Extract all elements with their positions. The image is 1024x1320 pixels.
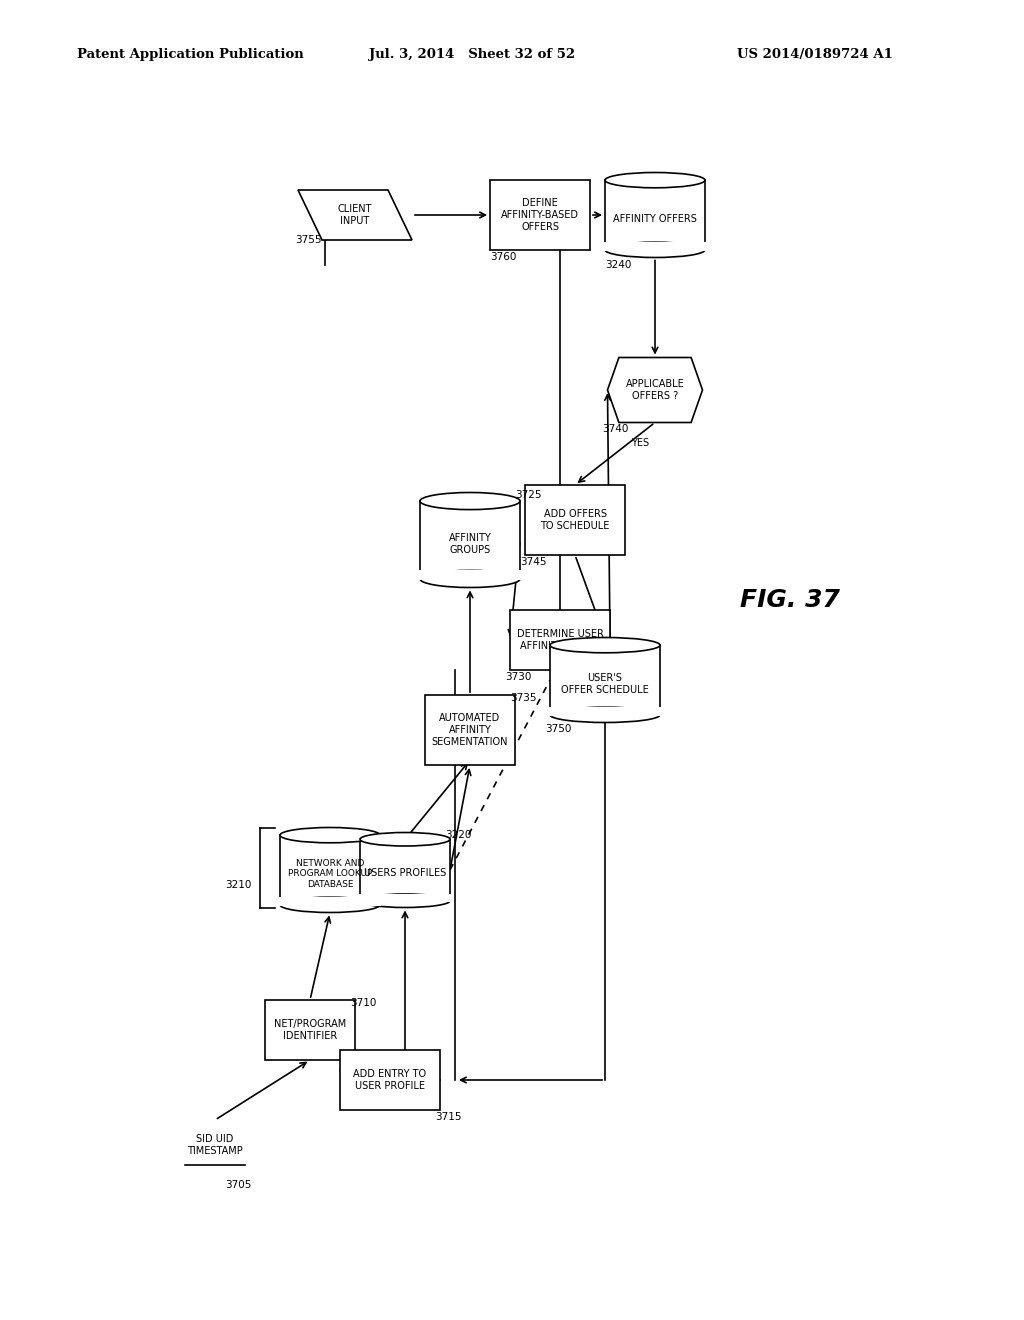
Text: 3220: 3220: [445, 830, 471, 841]
Text: NETWORK AND
PROGRAM LOOKUP
DATABASE: NETWORK AND PROGRAM LOOKUP DATABASE: [288, 859, 372, 888]
Polygon shape: [298, 190, 412, 240]
Bar: [359, 894, 451, 902]
Text: FIG. 37: FIG. 37: [740, 587, 840, 612]
Text: 3760: 3760: [490, 252, 516, 261]
Text: 3745: 3745: [520, 557, 547, 568]
Text: Jul. 3, 2014   Sheet 32 of 52: Jul. 3, 2014 Sheet 32 of 52: [369, 48, 574, 61]
Text: 3750: 3750: [545, 725, 571, 734]
Text: 3710: 3710: [350, 998, 377, 1008]
Text: 3730: 3730: [505, 672, 531, 682]
Text: YES: YES: [631, 437, 649, 447]
Text: USERS PROFILES: USERS PROFILES: [364, 869, 446, 878]
Bar: [550, 645, 660, 715]
Bar: [419, 570, 521, 579]
Text: 3725: 3725: [515, 491, 542, 500]
Text: NET/PROGRAM
IDENTIFIER: NET/PROGRAM IDENTIFIER: [273, 1019, 346, 1040]
Bar: [280, 836, 380, 904]
Text: 3210: 3210: [225, 880, 251, 890]
Ellipse shape: [550, 638, 660, 653]
Text: SID UID
TIMESTAMP: SID UID TIMESTAMP: [187, 1134, 243, 1156]
Text: US 2014/0189724 A1: US 2014/0189724 A1: [737, 48, 893, 61]
Bar: [265, 1001, 355, 1060]
Bar: [279, 898, 381, 906]
Text: USER'S
OFFER SCHEDULE: USER'S OFFER SCHEDULE: [561, 673, 649, 694]
Text: CLIENT
INPUT: CLIENT INPUT: [338, 205, 373, 226]
Bar: [420, 502, 520, 579]
Text: ADD OFFERS
TO SCHEDULE: ADD OFFERS TO SCHEDULE: [541, 510, 609, 531]
Ellipse shape: [605, 173, 705, 187]
Bar: [490, 180, 590, 249]
Text: AFFINITY OFFERS: AFFINITY OFFERS: [613, 214, 697, 224]
Text: 3735: 3735: [510, 693, 537, 704]
Text: AFFINITY
GROUPS: AFFINITY GROUPS: [449, 533, 492, 556]
Text: 3705: 3705: [225, 1180, 251, 1191]
Ellipse shape: [605, 242, 705, 257]
Ellipse shape: [280, 828, 380, 842]
Bar: [510, 610, 610, 671]
Polygon shape: [607, 358, 702, 422]
Text: AUTOMATED
AFFINITY
SEGMENTATION: AUTOMATED AFFINITY SEGMENTATION: [432, 713, 508, 747]
Ellipse shape: [280, 898, 380, 912]
Bar: [340, 1049, 440, 1110]
Bar: [360, 840, 450, 900]
Text: DEFINE
AFFINITY-BASED
OFFERS: DEFINE AFFINITY-BASED OFFERS: [501, 198, 579, 231]
Text: 3240: 3240: [605, 260, 632, 269]
Bar: [605, 180, 705, 249]
Ellipse shape: [360, 894, 450, 908]
Ellipse shape: [420, 492, 520, 510]
Ellipse shape: [360, 833, 450, 846]
Ellipse shape: [420, 570, 520, 587]
Text: Patent Application Publication: Patent Application Publication: [77, 48, 303, 61]
Bar: [525, 484, 625, 554]
Bar: [425, 696, 515, 766]
Text: APPLICABLE
OFFERS ?: APPLICABLE OFFERS ?: [626, 379, 684, 401]
Text: 3755: 3755: [295, 235, 322, 246]
Bar: [604, 242, 706, 251]
Bar: [549, 708, 662, 715]
Text: ADD ENTRY TO
USER PROFILE: ADD ENTRY TO USER PROFILE: [353, 1069, 427, 1090]
Ellipse shape: [550, 708, 660, 722]
Text: DETERMINE USER
AFFINITY GROUP: DETERMINE USER AFFINITY GROUP: [516, 630, 603, 651]
Text: 3715: 3715: [435, 1111, 462, 1122]
Text: 3740: 3740: [602, 425, 629, 434]
